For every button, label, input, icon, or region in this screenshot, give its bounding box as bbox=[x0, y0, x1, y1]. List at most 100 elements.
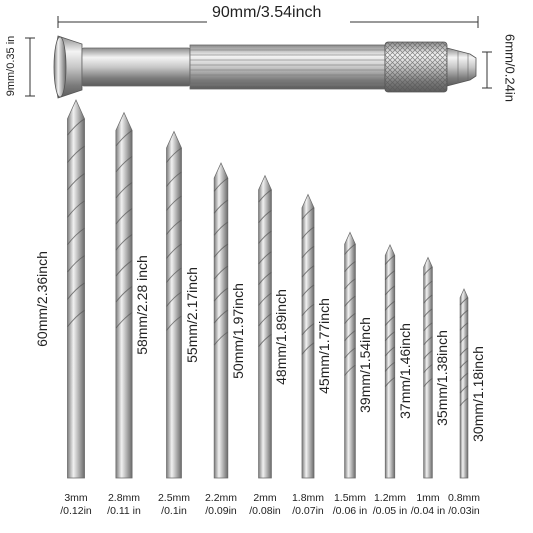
bit-diameter-label: 1.2mm/0.05 in bbox=[368, 492, 412, 518]
bit-diameter-in: /0.04 in bbox=[410, 505, 446, 517]
drill-bit-body bbox=[166, 130, 182, 479]
bit-diameter-mm: 2.5mm bbox=[157, 492, 191, 504]
drill-bit-flute bbox=[344, 243, 356, 255]
bit-diameter-label: 0.8mm/0.03in bbox=[442, 492, 486, 518]
drill-bit-flute bbox=[166, 315, 182, 331]
bit-diameter-in: /0.05 in bbox=[372, 505, 408, 517]
bit-diameter-in: /0.09in bbox=[205, 505, 237, 517]
drill-bit-flute bbox=[166, 243, 182, 259]
drill-bit-flute bbox=[384, 285, 396, 296]
drill-bit-flute bbox=[344, 347, 356, 359]
drill-bit-flute bbox=[67, 200, 85, 218]
drill-bit-flute bbox=[459, 372, 469, 381]
bit-diameter-in: /0.08in bbox=[249, 505, 281, 517]
bit-diameter-in: /0.1in bbox=[161, 505, 187, 517]
bit-diameter-mm: 1.2mm bbox=[373, 492, 407, 504]
drill-bit-flute bbox=[67, 255, 85, 273]
bit-diameter-mm: 1mm bbox=[416, 492, 440, 504]
bit-length-label: 60mm/2.36inch bbox=[34, 251, 50, 347]
drill-bit-flute bbox=[213, 243, 229, 258]
drill-bit-flute bbox=[344, 295, 356, 307]
handle-end-dimension bbox=[25, 37, 35, 97]
drill-bit-flute bbox=[423, 308, 433, 318]
bit-diameter-in: /0.07in bbox=[292, 505, 324, 517]
drill-bit-flute bbox=[67, 309, 85, 328]
bit-length-label: 30mm/1.18inch bbox=[469, 345, 486, 442]
drill-bit-flute bbox=[459, 347, 469, 356]
drill-bit bbox=[423, 256, 433, 479]
handle-length-label: 90mm/3.54inch bbox=[212, 4, 322, 21]
drill-bit-body bbox=[459, 288, 469, 479]
drill-bit-flute bbox=[166, 267, 182, 283]
bit-diameter-in: /0.03in bbox=[448, 505, 480, 517]
drill-bit bbox=[166, 130, 182, 479]
drill-bit-flute bbox=[384, 300, 396, 311]
drill-bit-flute bbox=[423, 280, 433, 290]
drill-bit-flute bbox=[423, 364, 433, 374]
bit-length-label: 58mm/2.28 inch bbox=[134, 255, 151, 356]
drill-bit-flute bbox=[344, 364, 356, 376]
drill-bit bbox=[459, 288, 469, 479]
bit-diameter-in: /0.06 in bbox=[332, 505, 368, 517]
bit-diameter-mm: 1.8mm bbox=[291, 492, 325, 504]
drill-bit bbox=[301, 193, 315, 479]
drill-bit bbox=[213, 162, 229, 479]
drill-bit-flute bbox=[213, 287, 229, 302]
drill-bit-flute bbox=[213, 199, 229, 214]
bit-diameter-mm: 1.5mm bbox=[333, 492, 367, 504]
handle-tip-dimension bbox=[482, 51, 492, 89]
drill-bit-flute bbox=[67, 173, 85, 191]
drill-bits bbox=[67, 99, 469, 479]
drill-bit-flute bbox=[67, 227, 85, 245]
drill-bit bbox=[115, 111, 133, 479]
drill-bit-flute bbox=[384, 361, 396, 372]
drill-bit-flute bbox=[459, 322, 469, 331]
drill-bit-body bbox=[301, 193, 315, 479]
bit-diameter-label: 2.5mm/0.1in bbox=[152, 492, 196, 518]
handle-end-diameter-label: 9mm/0.35 in bbox=[5, 35, 17, 97]
bit-length-label: 48mm/1.89inch bbox=[273, 288, 290, 385]
drill-bit-flute bbox=[115, 182, 133, 199]
drill-bit-flute bbox=[166, 195, 182, 211]
drill-bit-flute bbox=[67, 145, 85, 163]
handle-tip-diameter-label: 6mm/0.24in bbox=[502, 34, 518, 102]
bit-diameter-mm: 2mm bbox=[253, 492, 277, 504]
drill-bit-flute bbox=[344, 278, 356, 290]
drill-bit-flute bbox=[301, 284, 315, 297]
drill-bit-flute bbox=[301, 323, 315, 336]
drill-bit bbox=[258, 174, 272, 479]
drill-bit-flute bbox=[459, 297, 469, 306]
drill-bit-flute bbox=[115, 130, 133, 147]
drill-bit-flute bbox=[258, 292, 272, 306]
drill-bit-body bbox=[213, 162, 229, 479]
handle-length-dimension bbox=[57, 16, 479, 28]
drill-bit-flute bbox=[344, 261, 356, 273]
bit-diameter-in: /0.11 in bbox=[107, 505, 141, 517]
drill-bit-flute bbox=[301, 265, 315, 278]
bit-diameter-mm: 2.2mm bbox=[204, 492, 238, 504]
drill-bit-flute bbox=[213, 177, 229, 192]
bit-diameter-label: 2.2mm/0.09in bbox=[199, 492, 243, 518]
drill-bit-flute bbox=[258, 333, 272, 347]
drill-bit-flute bbox=[301, 342, 315, 355]
drill-bit-flute bbox=[459, 309, 469, 319]
drill-bit-flute bbox=[384, 316, 396, 326]
drill-bit-flute bbox=[166, 171, 182, 187]
bit-diameter-label: 1mm/0.04 in bbox=[406, 492, 450, 518]
drill-bit-flute bbox=[166, 147, 182, 163]
drill-bit-flute bbox=[423, 266, 433, 276]
bit-diameter-mm: 0.8mm bbox=[447, 492, 481, 504]
drill-bit-flute bbox=[344, 330, 356, 342]
drill-bit-flute bbox=[115, 208, 133, 225]
bit-diameter-label: 2mm/0.08in bbox=[243, 492, 287, 518]
drill-bit-flute bbox=[384, 331, 396, 342]
drill-bit-flute bbox=[384, 377, 396, 387]
drill-bit-flute bbox=[423, 322, 433, 332]
drill-bit bbox=[344, 231, 356, 479]
drill-bit-flute bbox=[258, 230, 272, 244]
drill-bit-flute bbox=[115, 286, 133, 303]
drill-bit-flute bbox=[459, 360, 469, 369]
drill-bit-flute bbox=[301, 303, 315, 317]
drill-bit-flute bbox=[459, 334, 469, 344]
